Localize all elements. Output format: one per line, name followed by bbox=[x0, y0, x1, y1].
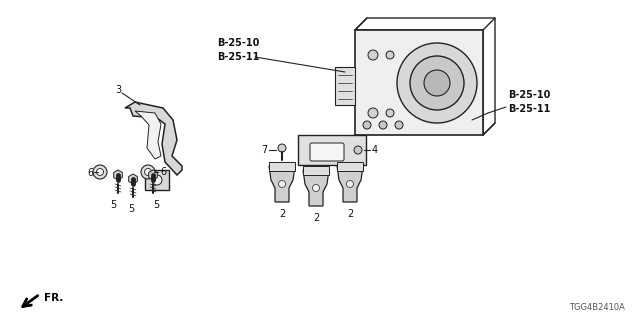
Circle shape bbox=[278, 144, 286, 152]
Circle shape bbox=[424, 70, 450, 96]
Text: B-25-10
B-25-11: B-25-10 B-25-11 bbox=[508, 90, 550, 114]
Polygon shape bbox=[145, 170, 169, 190]
Text: 2: 2 bbox=[313, 213, 319, 223]
Text: 5: 5 bbox=[110, 200, 116, 210]
Circle shape bbox=[363, 121, 371, 129]
Text: FR.: FR. bbox=[44, 293, 63, 303]
Text: 2: 2 bbox=[347, 209, 353, 219]
Circle shape bbox=[397, 43, 477, 123]
Text: 6: 6 bbox=[160, 167, 166, 177]
Circle shape bbox=[141, 165, 155, 179]
Circle shape bbox=[93, 165, 107, 179]
Bar bbox=[355, 30, 483, 135]
Circle shape bbox=[346, 180, 353, 188]
Circle shape bbox=[368, 108, 378, 118]
Circle shape bbox=[410, 56, 464, 110]
Text: 2: 2 bbox=[279, 209, 285, 219]
Circle shape bbox=[312, 185, 319, 191]
Circle shape bbox=[368, 50, 378, 60]
Text: 4: 4 bbox=[372, 145, 378, 155]
Text: 7: 7 bbox=[260, 145, 267, 155]
Bar bbox=[335, 67, 355, 105]
Bar bbox=[269, 162, 295, 171]
Circle shape bbox=[152, 175, 162, 185]
Polygon shape bbox=[114, 170, 122, 180]
Polygon shape bbox=[337, 166, 363, 202]
Polygon shape bbox=[303, 170, 329, 206]
Polygon shape bbox=[129, 174, 138, 184]
Circle shape bbox=[395, 121, 403, 129]
Circle shape bbox=[97, 169, 104, 175]
Circle shape bbox=[386, 109, 394, 117]
Polygon shape bbox=[125, 102, 182, 175]
Polygon shape bbox=[135, 111, 161, 159]
FancyBboxPatch shape bbox=[310, 143, 344, 161]
Text: 5: 5 bbox=[128, 204, 134, 214]
Polygon shape bbox=[148, 170, 157, 180]
Circle shape bbox=[379, 121, 387, 129]
Bar bbox=[303, 166, 329, 175]
Text: 3: 3 bbox=[115, 85, 121, 95]
Bar bbox=[298, 135, 366, 165]
Circle shape bbox=[145, 169, 152, 175]
Text: 5: 5 bbox=[153, 200, 159, 210]
Text: TGG4B2410A: TGG4B2410A bbox=[569, 303, 625, 312]
Text: 6: 6 bbox=[87, 168, 93, 178]
Text: B-25-10
B-25-11: B-25-10 B-25-11 bbox=[217, 38, 259, 62]
Circle shape bbox=[278, 180, 285, 188]
Circle shape bbox=[386, 51, 394, 59]
Bar bbox=[337, 162, 363, 171]
Circle shape bbox=[354, 146, 362, 154]
Polygon shape bbox=[269, 166, 295, 202]
